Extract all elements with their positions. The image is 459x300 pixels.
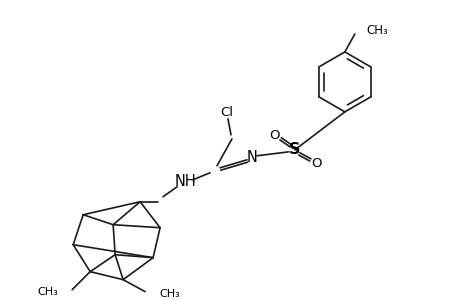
Text: CH₃: CH₃	[37, 286, 58, 297]
Text: N: N	[246, 150, 257, 165]
Text: Cl: Cl	[220, 106, 233, 119]
Text: NH: NH	[174, 174, 196, 189]
Text: O: O	[311, 157, 321, 170]
Text: CH₃: CH₃	[366, 25, 388, 38]
Text: CH₃: CH₃	[159, 289, 179, 298]
Text: O: O	[269, 129, 280, 142]
Text: S: S	[289, 142, 300, 157]
